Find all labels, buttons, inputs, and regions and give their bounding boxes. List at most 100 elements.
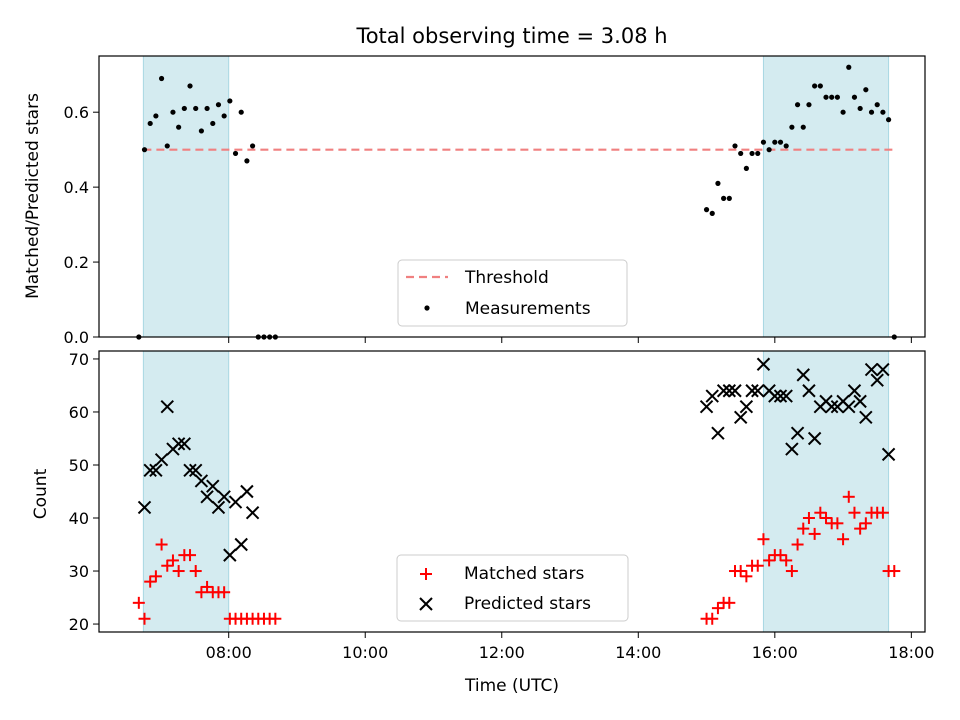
predicted-star-point xyxy=(211,500,226,515)
matched-star-point xyxy=(774,549,787,562)
matched-star-point xyxy=(848,506,861,519)
matched-star-point xyxy=(888,565,901,578)
measurement-point xyxy=(198,128,204,134)
y-tick-label: 0.2 xyxy=(64,253,89,272)
predicted-star-point xyxy=(853,394,867,409)
matched-star-point xyxy=(780,554,793,567)
shaded-interval xyxy=(142,350,230,633)
x-tick-label: 18:00 xyxy=(888,643,934,662)
measurement-point xyxy=(777,139,784,145)
measurement-point xyxy=(732,143,738,149)
predicted-star-point xyxy=(881,447,896,462)
y-tick-label: 0.0 xyxy=(64,328,89,347)
chart-title: Total observing time = 3.08 h xyxy=(355,24,667,48)
measurement-point xyxy=(851,94,858,100)
matched-star-point xyxy=(184,549,197,562)
matched-star-point xyxy=(706,612,719,625)
matched-star-point xyxy=(859,517,872,530)
y-tick-label: 70 xyxy=(69,350,89,369)
predicted-star-point xyxy=(154,452,169,467)
matched-star-point xyxy=(149,570,162,583)
matched-star-point xyxy=(808,527,821,540)
matched-star-point xyxy=(785,565,798,578)
measurement-point xyxy=(789,124,795,130)
measurement-point xyxy=(868,109,875,115)
matched-star-point xyxy=(837,533,850,546)
legend-measurements-label: Measurements xyxy=(465,299,591,319)
measurement-point xyxy=(193,105,199,112)
predicted-star-point xyxy=(137,500,152,515)
predicted-star-point xyxy=(790,426,805,440)
x-axis-label: Time (UTC) xyxy=(464,676,559,696)
matched-star-point xyxy=(189,565,202,578)
measurement-point xyxy=(249,143,256,149)
predicted-star-point xyxy=(779,389,793,403)
y-tick-label: 0.4 xyxy=(64,178,89,197)
predicted-star-point xyxy=(728,384,742,398)
matched-star-point xyxy=(218,586,231,599)
measurement-point xyxy=(880,109,886,115)
y-tick-label: 40 xyxy=(69,509,89,528)
predicted-star-point xyxy=(183,463,197,477)
predicted-star-point xyxy=(785,442,799,456)
measurement-point xyxy=(221,113,227,119)
predicted-star-point xyxy=(824,399,839,414)
matched-star-point xyxy=(802,512,815,525)
measurement-point xyxy=(743,165,749,171)
legend-threshold-label: Threshold xyxy=(464,268,549,288)
bottom-legend: Matched stars Predicted stars xyxy=(396,554,629,622)
matched-star-point xyxy=(138,612,151,625)
top-panel: 0.0 0.2 0.4 0.6 Matched/Predicted stars Thr… xyxy=(23,55,926,347)
legend-predicted-swatch xyxy=(419,597,433,611)
predicted-star-point xyxy=(733,410,748,424)
x-tick-label: 12:00 xyxy=(479,643,525,662)
y-tick-label: 60 xyxy=(69,403,89,422)
bottom-panel: 20 30 40 50 60 70 08:00 10:00 12:00 14:00 16:00 18… xyxy=(31,350,934,696)
shaded-interval xyxy=(142,55,230,338)
matched-star-point xyxy=(751,559,764,572)
measurement-point xyxy=(766,147,772,153)
predicted-star-point xyxy=(217,490,231,504)
measurement-point xyxy=(800,124,806,130)
measurement-point xyxy=(232,150,239,157)
predicted-star-point xyxy=(716,384,731,398)
top-legend: Threshold Measurements xyxy=(397,259,628,327)
measurement-point xyxy=(806,102,812,108)
measurement-point xyxy=(170,109,176,115)
predicted-star-point xyxy=(160,399,174,414)
predicted-star-point xyxy=(796,368,810,382)
predicted-star-point xyxy=(847,384,862,398)
y-tick-label: 0.6 xyxy=(64,103,89,122)
predicted-star-point xyxy=(722,384,737,398)
measurement-point xyxy=(181,105,187,112)
measurement-point xyxy=(846,64,852,70)
y-tick-label: 30 xyxy=(69,562,89,581)
measurement-point xyxy=(783,143,789,149)
measurement-point xyxy=(244,158,250,164)
predicted-star-point xyxy=(802,384,816,398)
y-tick-label: 20 xyxy=(69,615,89,634)
x-tick-label: 14:00 xyxy=(615,643,661,662)
top-y-axis-label: Matched/Predicted stars xyxy=(23,93,43,299)
measurement-point xyxy=(755,150,761,157)
measurement-point xyxy=(721,195,727,201)
predicted-star-point xyxy=(773,389,788,403)
measurement-point xyxy=(738,150,744,157)
predicted-star-point xyxy=(143,463,157,477)
predicted-star-point xyxy=(171,437,186,451)
measurement-point xyxy=(215,102,222,108)
predicted-star-point xyxy=(240,484,254,499)
measurement-point xyxy=(153,113,159,119)
matched-star-point xyxy=(201,580,214,593)
matched-star-point xyxy=(734,565,747,578)
predicted-star-point xyxy=(768,389,782,403)
measurement-point xyxy=(863,87,869,93)
predicted-star-point xyxy=(859,410,873,424)
predicted-star-point xyxy=(807,431,822,446)
predicted-star-point xyxy=(228,495,243,509)
measurement-point xyxy=(210,120,216,127)
predicted-star-point xyxy=(245,506,260,520)
predicted-star-point xyxy=(223,548,237,562)
top-axes-frame xyxy=(98,55,926,338)
y-tick-label: 50 xyxy=(69,456,89,475)
